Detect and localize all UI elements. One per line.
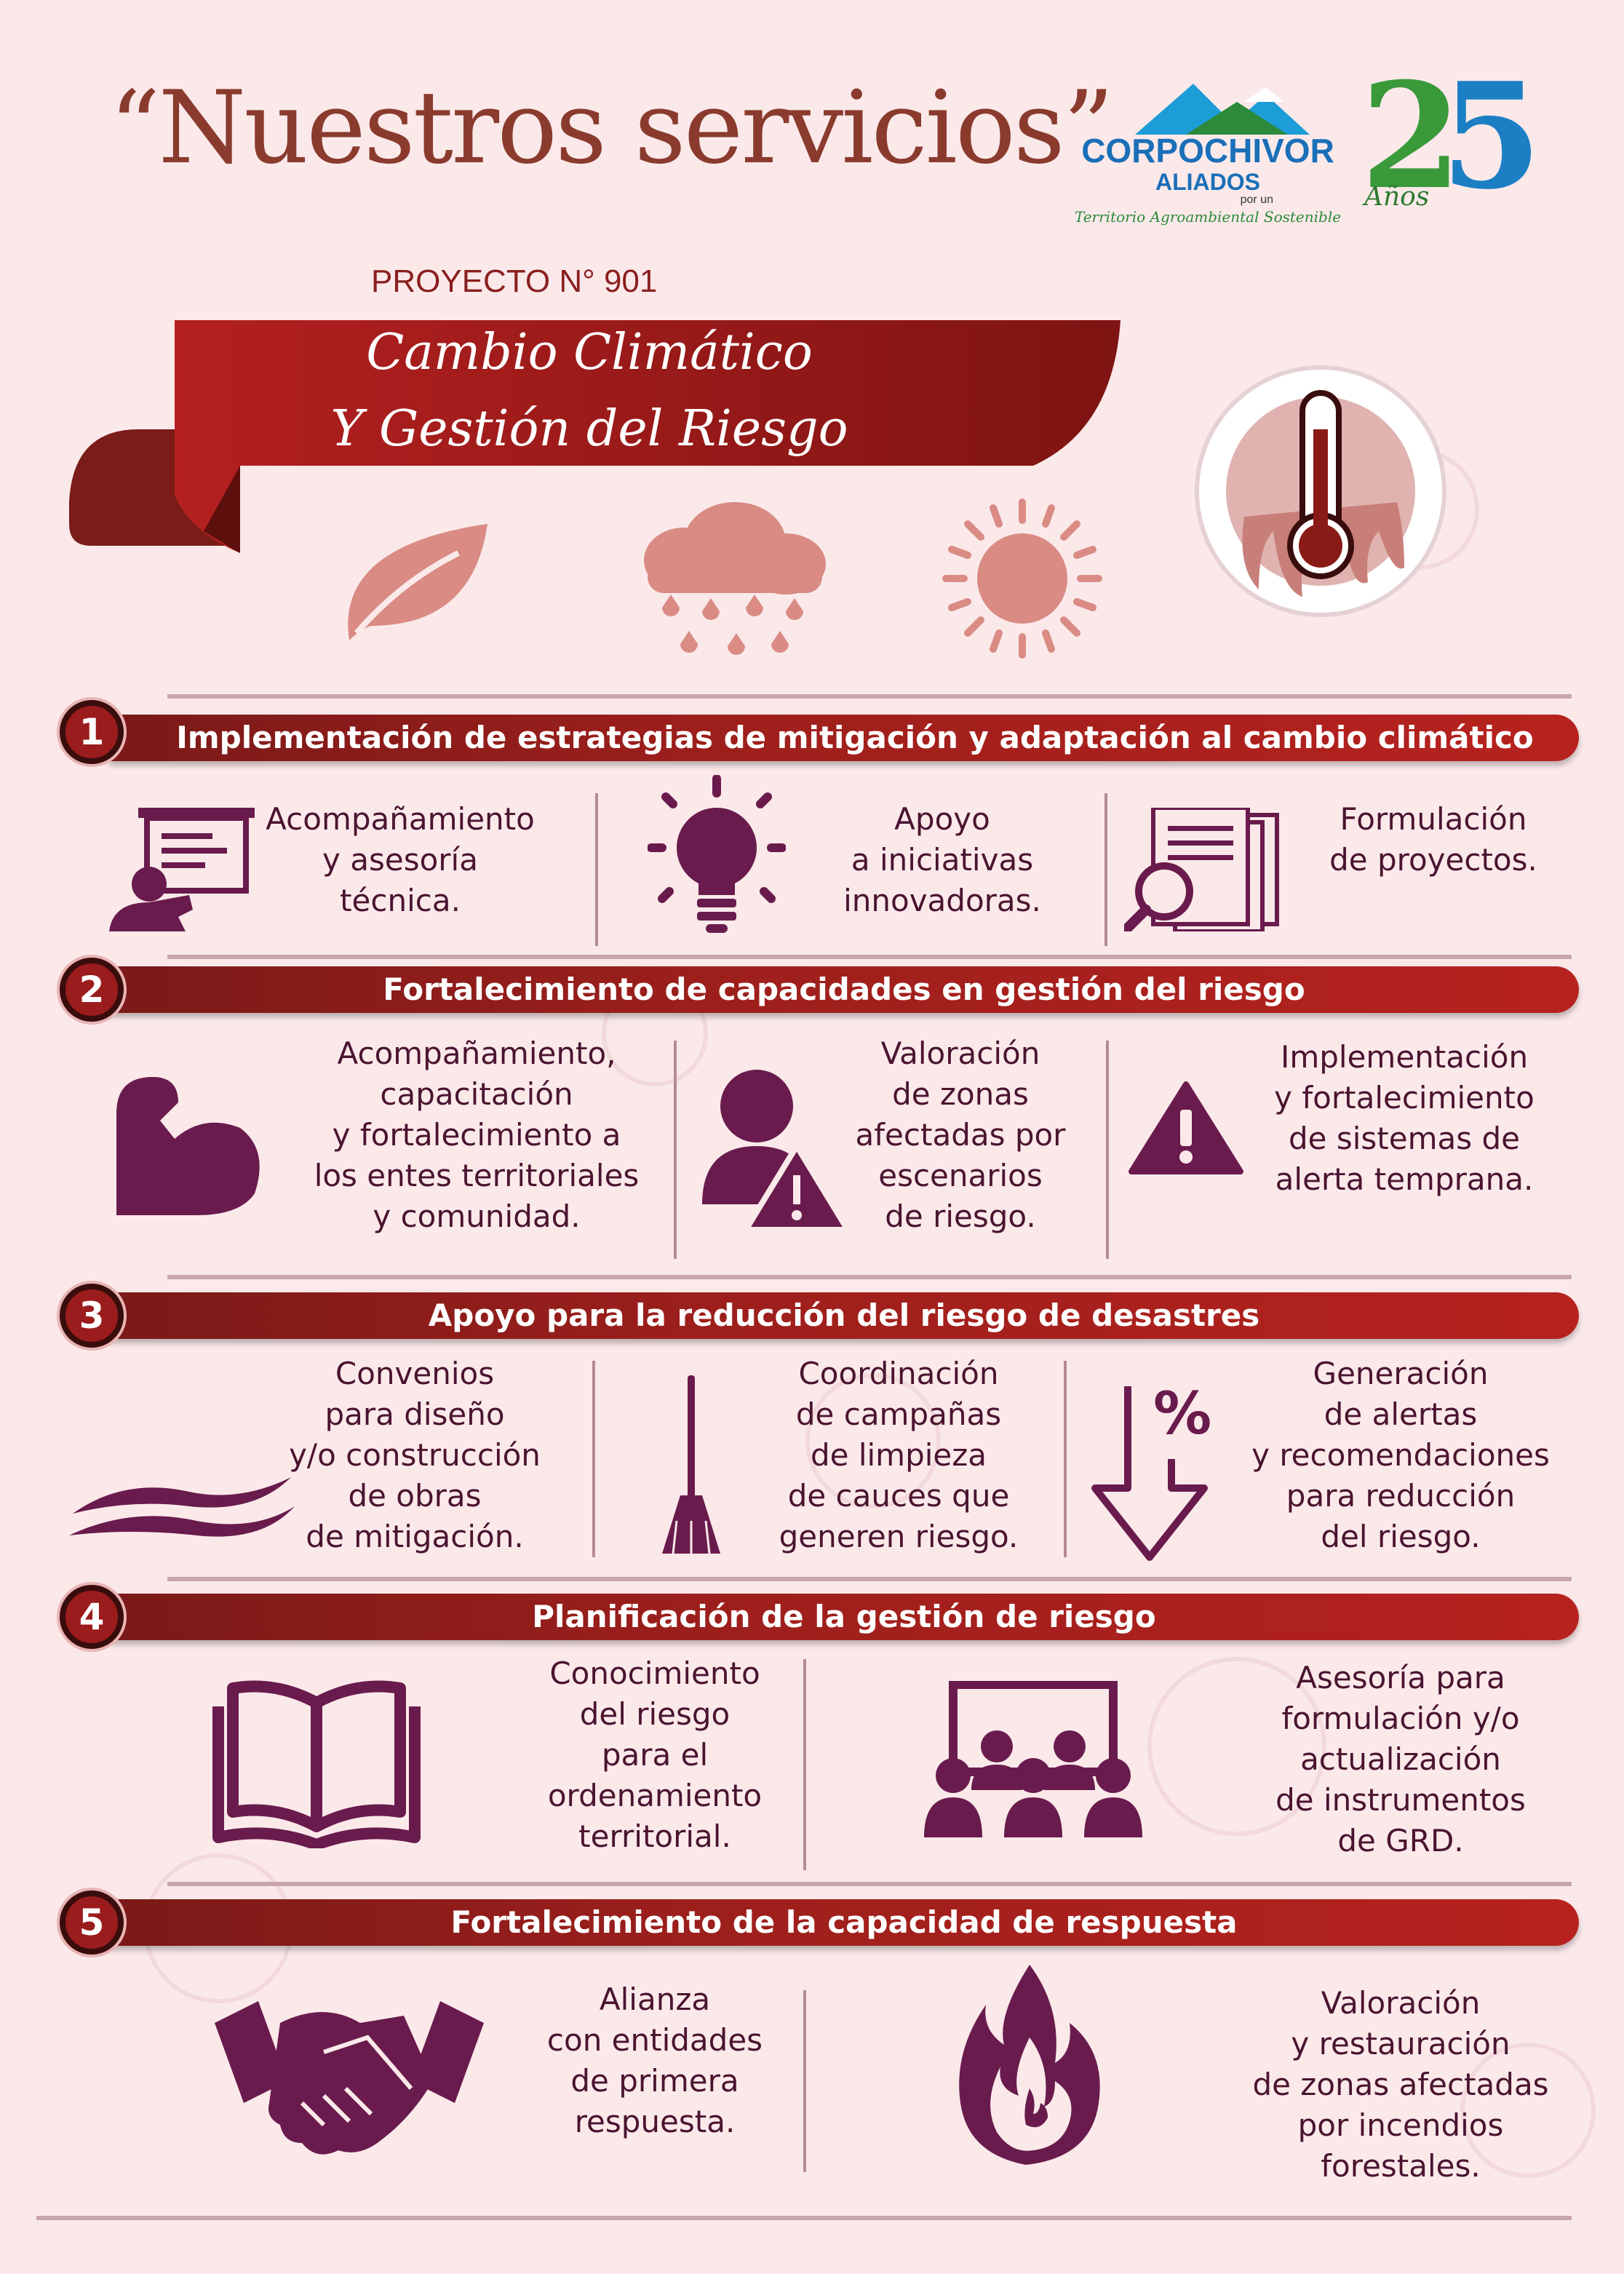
- divider: [36, 2216, 1572, 2220]
- section-2-title: Fortalecimiento de capacidades en gestió…: [383, 971, 1305, 1007]
- wave-icon: [69, 1477, 295, 1537]
- page-title: “Nuestros servicios”: [109, 69, 1114, 186]
- por-un-text: por un: [1240, 194, 1273, 206]
- section-3-item-2-text: Coordinación de campañas de limpieza de …: [779, 1356, 1019, 1554]
- section-3-bar: [109, 1292, 1579, 1339]
- column-divider: [595, 793, 598, 946]
- section-2-number: 2: [60, 958, 124, 1022]
- section-5-item-1-text: Alianza con entidades de primera respues…: [546, 1981, 763, 2139]
- 25-anos-logo: 2 5 Años: [1361, 51, 1543, 222]
- column-divider: [803, 1659, 806, 1870]
- person-warning-icon: [702, 1070, 848, 1233]
- section-5-title: Fortalecimiento de la capacidad de respu…: [450, 1904, 1238, 1940]
- section-1-item-1-text: Acompañamiento y asesoría técnica.: [266, 801, 535, 918]
- section-3-item-3-text: Generación de alertas y recomendaciones …: [1251, 1356, 1550, 1554]
- corpochivor-text: CORPOCHIVOR: [1081, 132, 1334, 170]
- section-5-item-2-text: Valoración y restauración de zonas afect…: [1252, 1985, 1549, 2184]
- column-divider: [1104, 793, 1107, 946]
- banner-line-2: Y Gestión del Riesgo: [330, 400, 848, 458]
- section-3-item-1-text: Convenios para diseño y/o construcción d…: [289, 1356, 541, 1554]
- column-divider: [674, 1041, 677, 1259]
- section-5-number: 5: [60, 1891, 124, 1955]
- handshake-icon: [215, 2001, 484, 2155]
- section-2-bar: [109, 966, 1579, 1013]
- lightbulb-icon: [648, 775, 786, 933]
- percent-down-arrow-icon: %: [1091, 1380, 1211, 1561]
- section-2-item-3-text: Implementación y fortalecimiento de sist…: [1274, 1039, 1535, 1197]
- flexed-arm-icon: [116, 1077, 260, 1215]
- column-divider: [1106, 1041, 1109, 1259]
- warning-triangle-icon: [1129, 1081, 1243, 1174]
- divider: [167, 1275, 1572, 1279]
- divider: [167, 1577, 1572, 1581]
- documents-magnifier-icon: [1124, 808, 1279, 931]
- column-divider: [592, 1361, 595, 1557]
- teacher-board-icon: [109, 808, 255, 931]
- section-4-item-2-text: Asesoría para formulación y/o actualizac…: [1275, 1660, 1526, 1858]
- open-book-icon: [212, 1680, 421, 1848]
- divider: [167, 955, 1572, 959]
- section-3-number: 3: [60, 1284, 124, 1348]
- section-2-item-1-text: Acompañamiento, capacitación y fortaleci…: [314, 1035, 640, 1234]
- section-4-number: 4: [60, 1585, 124, 1649]
- section-1-item-2-text: Apoyo a iniciativas innovadoras.: [843, 801, 1041, 918]
- section-1-item-3-text: Formulación de proyectos.: [1329, 801, 1537, 878]
- section-4-title: Planificación de la gestión de riesgo: [532, 1599, 1156, 1634]
- sun-icon: [942, 498, 1102, 659]
- territorio-text: Territorio Agroambiental Sostenible: [1074, 208, 1342, 226]
- aliados-text: ALIADOS: [1155, 169, 1260, 195]
- column-divider: [803, 1990, 806, 2172]
- rain-cloud-icon: [644, 502, 826, 655]
- section-5-bar: [109, 1899, 1579, 1946]
- divider: [167, 694, 1572, 699]
- column-divider: [1064, 1361, 1067, 1557]
- banner-line-1: Cambio Climático: [366, 324, 813, 381]
- melting-thermometer-icon: [1195, 365, 1446, 617]
- section-4-item-1-text: Conocimiento del riesgo para el ordenami…: [547, 1655, 763, 1854]
- section-2-item-2-text: Valoración de zonas afectadas por escena…: [855, 1035, 1066, 1234]
- audience-board-icon: [924, 1681, 1142, 1837]
- title-banner: [69, 320, 1121, 553]
- section-1-bar: [109, 715, 1579, 761]
- section-4-bar: [109, 1594, 1579, 1640]
- corpochivor-logo: CORPOCHIVOR ALIADOS por un Territorio Ag…: [1075, 73, 1341, 240]
- broom-icon: [662, 1375, 720, 1554]
- divider: [167, 1882, 1572, 1886]
- section-3-title: Apoyo para la reducción del riesgo de de…: [428, 1297, 1260, 1333]
- leaf-icon: [348, 524, 487, 640]
- section-1-title: Implementación de estrategias de mitigac…: [176, 720, 1534, 755]
- section-1-number: 1: [60, 700, 124, 764]
- project-number: PROYECTO N° 901: [371, 263, 658, 299]
- fire-icon: [959, 1965, 1100, 2165]
- svg-text:%: %: [1153, 1380, 1211, 1447]
- anos-text: Años: [1364, 182, 1430, 212]
